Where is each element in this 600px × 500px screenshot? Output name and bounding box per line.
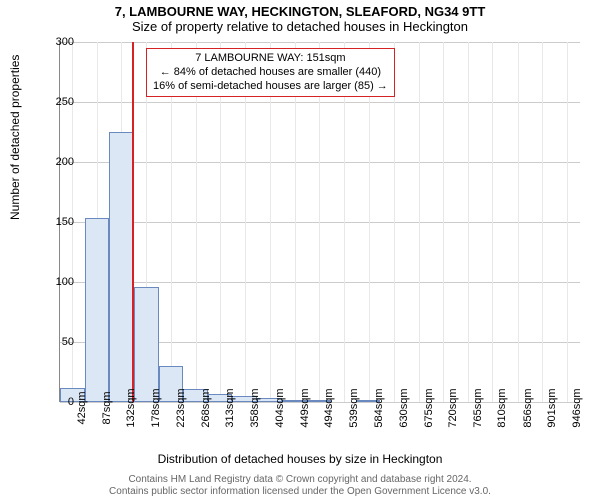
- title-sub: Size of property relative to detached ho…: [0, 19, 600, 36]
- callout-line-2: ← 84% of detached houses are smaller (44…: [153, 66, 388, 80]
- title-main: 7, LAMBOURNE WAY, HECKINGTON, SLEAFORD, …: [0, 0, 600, 19]
- histogram-bar: [109, 132, 134, 402]
- ytick-label: 0: [44, 396, 74, 408]
- ytick-label: 100: [44, 276, 74, 288]
- footer-line-1: Contains HM Land Registry data © Crown c…: [0, 474, 600, 486]
- gridline-v: [492, 42, 493, 402]
- x-axis-label: Distribution of detached houses by size …: [0, 452, 600, 466]
- footer: Contains HM Land Registry data © Crown c…: [0, 474, 600, 498]
- xtick-label: 404sqm: [274, 388, 286, 427]
- xtick-label: 675sqm: [423, 388, 435, 427]
- gridline-v: [419, 42, 420, 402]
- y-axis-label: Number of detached properties: [8, 55, 22, 220]
- chart-container: 7, LAMBOURNE WAY, HECKINGTON, SLEAFORD, …: [0, 0, 600, 500]
- xtick-label: 87sqm: [101, 391, 113, 424]
- ytick-label: 150: [44, 216, 74, 228]
- xtick-label: 630sqm: [398, 388, 410, 427]
- xtick-label: 765sqm: [472, 388, 484, 427]
- xtick-label: 810sqm: [496, 388, 508, 427]
- histogram-bar: [85, 218, 110, 402]
- xtick-label: 494sqm: [323, 388, 335, 427]
- xtick-label: 132sqm: [125, 388, 137, 427]
- xtick-label: 901sqm: [546, 388, 558, 427]
- xtick-label: 584sqm: [373, 388, 385, 427]
- xtick-label: 946sqm: [571, 388, 583, 427]
- callout-line-3: 16% of semi-detached houses are larger (…: [153, 80, 388, 94]
- gridline-v: [567, 42, 568, 402]
- xtick-label: 42sqm: [76, 391, 88, 424]
- ytick-label: 300: [44, 36, 74, 48]
- gridline-v: [542, 42, 543, 402]
- xtick-label: 268sqm: [200, 388, 212, 427]
- xtick-label: 358sqm: [249, 388, 261, 427]
- xtick-label: 539sqm: [348, 388, 360, 427]
- plot-area: 7 LAMBOURNE WAY: 151sqm ← 84% of detache…: [60, 42, 580, 402]
- footer-line-2: Contains public sector information licen…: [0, 486, 600, 498]
- gridline-v: [518, 42, 519, 402]
- xtick-label: 856sqm: [522, 388, 534, 427]
- reference-line: [132, 42, 134, 402]
- xtick-label: 223sqm: [175, 388, 187, 427]
- ytick-label: 250: [44, 96, 74, 108]
- gridline-v: [468, 42, 469, 402]
- xtick-label: 178sqm: [150, 388, 162, 427]
- histogram-bar: [134, 287, 159, 402]
- ytick-label: 50: [44, 336, 74, 348]
- xtick-label: 720sqm: [447, 388, 459, 427]
- callout-box: 7 LAMBOURNE WAY: 151sqm ← 84% of detache…: [146, 48, 395, 97]
- xtick-label: 313sqm: [224, 388, 236, 427]
- xtick-label: 449sqm: [299, 388, 311, 427]
- gridline-v: [443, 42, 444, 402]
- ytick-label: 200: [44, 156, 74, 168]
- callout-line-1: 7 LAMBOURNE WAY: 151sqm: [153, 52, 388, 66]
